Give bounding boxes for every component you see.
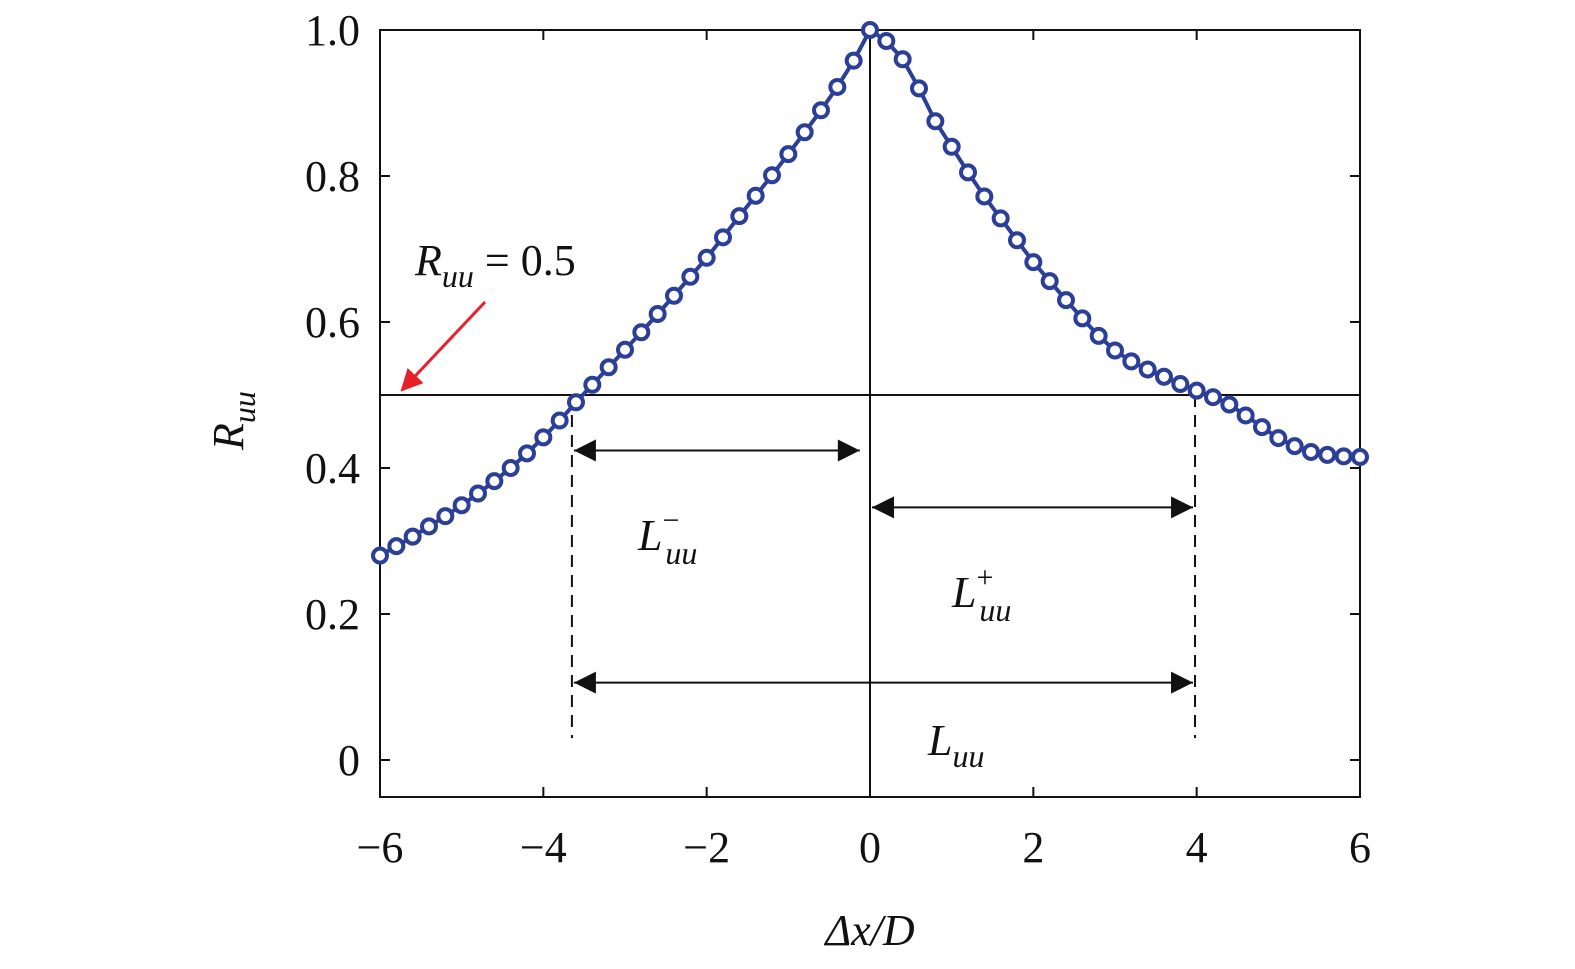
data-point <box>812 101 830 120</box>
data-point <box>583 375 602 394</box>
data-point <box>795 123 814 142</box>
data-point <box>665 286 683 305</box>
data-point <box>1106 341 1124 360</box>
l-total-label-sub: uu <box>952 738 984 774</box>
data-point <box>681 267 700 286</box>
data-point <box>1318 445 1337 464</box>
data-point <box>779 145 798 164</box>
data-point <box>436 507 455 526</box>
data-point <box>1040 272 1059 291</box>
l-minus-label-sub: uu <box>665 535 697 571</box>
data-point <box>1057 291 1075 310</box>
data-point <box>1204 388 1222 407</box>
data-point <box>599 358 618 377</box>
data-point <box>550 411 569 430</box>
data-point <box>1253 418 1271 437</box>
threshold-label-rest: = 0.5 <box>474 236 576 285</box>
y-axis-label: Ruu <box>204 391 262 451</box>
l-total-label: Luu <box>927 716 984 774</box>
data-point <box>861 21 879 39</box>
y-tick-label: 0.8 <box>305 152 360 201</box>
data-point <box>877 31 896 50</box>
data-point <box>1236 406 1255 425</box>
l-plus-label-main: L <box>951 568 976 617</box>
data-point <box>1024 253 1043 272</box>
data-point <box>975 187 994 206</box>
data-point <box>1285 437 1304 456</box>
data-point <box>567 393 585 412</box>
data-point <box>1334 447 1353 466</box>
l-minus-label-sup: − <box>662 504 679 537</box>
data-point <box>991 209 1010 228</box>
data-point <box>501 459 520 477</box>
threshold-label-main: R <box>414 236 442 285</box>
data-point <box>534 428 553 447</box>
data-point <box>697 248 716 267</box>
data-point <box>828 77 847 96</box>
y-axis-label-sub: uu <box>226 391 262 423</box>
data-point <box>1269 429 1288 448</box>
l-plus-label-sub: uu <box>979 592 1011 628</box>
data-point <box>746 186 765 205</box>
y-tick-label: 0.4 <box>305 444 360 493</box>
data-point <box>1122 352 1141 371</box>
l-plus-label-sup: + <box>976 561 993 594</box>
data-point <box>469 484 487 503</box>
data-point <box>403 527 422 546</box>
data-point <box>518 444 536 463</box>
l-minus-label: L− uu <box>637 504 697 571</box>
l-minus-label-main: L <box>637 511 662 560</box>
x-tick-label: 6 <box>1349 823 1371 872</box>
l-total-label-main: L <box>927 716 952 765</box>
data-point <box>910 79 928 98</box>
x-tick-label: 4 <box>1186 823 1208 872</box>
data-point <box>1302 442 1320 461</box>
threshold-arrow <box>400 300 487 392</box>
data-point <box>959 163 977 182</box>
x-tick-label: 0 <box>859 823 881 872</box>
x-tick-label: −4 <box>520 823 567 872</box>
threshold-label: Ruu = 0.5 <box>414 236 576 294</box>
data-point <box>1187 381 1206 400</box>
data-point <box>1089 326 1108 345</box>
y-axis-label-main: R <box>204 423 253 451</box>
data-point <box>1008 231 1026 250</box>
y-tick-label: 0.6 <box>305 298 360 347</box>
data-point <box>387 537 406 556</box>
data-point <box>648 304 667 323</box>
x-tick-label: −6 <box>357 823 404 872</box>
data-point <box>632 323 651 342</box>
data-point <box>1351 448 1369 467</box>
data-point <box>730 207 749 226</box>
data-point <box>942 137 961 156</box>
data-point <box>1155 367 1173 386</box>
data-point <box>1138 360 1157 379</box>
data-point <box>1073 309 1092 328</box>
data-point <box>452 496 471 515</box>
x-tick-label: 2 <box>1022 823 1044 872</box>
data-point <box>616 340 634 359</box>
data-point <box>1171 375 1190 394</box>
data-point <box>371 546 389 565</box>
y-tick-label: 0 <box>338 736 360 785</box>
data-point <box>714 228 732 247</box>
data-point <box>926 112 945 131</box>
data-point <box>485 472 504 491</box>
data-point <box>1220 395 1239 414</box>
threshold-label-sub: uu <box>442 258 474 294</box>
data-point <box>893 50 912 69</box>
y-tick-label: 1.0 <box>305 6 360 55</box>
x-tick-label: −2 <box>683 823 730 872</box>
data-point <box>420 517 438 536</box>
l-plus-label: L+ uu <box>951 561 1011 628</box>
data-point <box>844 51 863 70</box>
x-axis-label: Δx/D <box>823 906 915 955</box>
y-tick-label: 0.2 <box>305 590 360 639</box>
data-point <box>763 166 781 185</box>
